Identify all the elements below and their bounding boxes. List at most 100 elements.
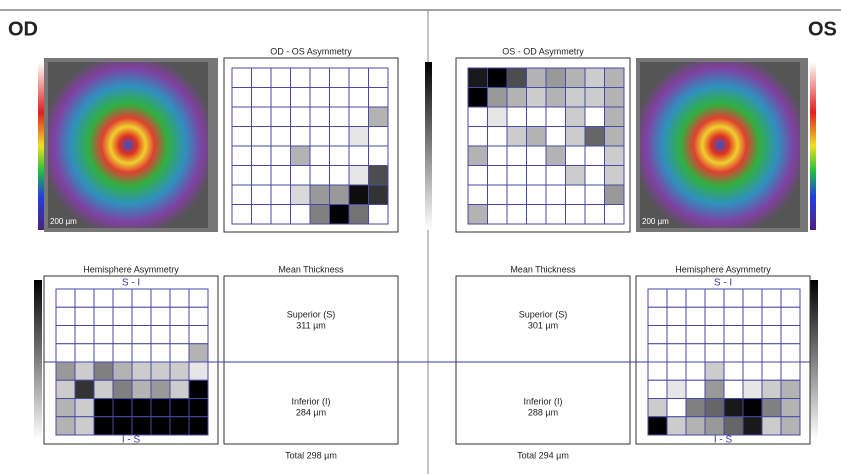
grid-cell [705,326,724,344]
grid-cell [252,127,272,147]
grid-cell [762,326,781,344]
grid-cell [566,205,586,225]
grid-cell [762,289,781,307]
grid-cell [189,289,208,307]
grid-cell [310,146,330,166]
grid-cell [151,289,170,307]
grid-cell [232,185,252,205]
grid-cell [310,107,330,127]
grid-cell [507,166,527,186]
grid-cell [468,107,488,127]
grid-cell [762,399,781,417]
grid-cell [330,88,350,108]
total: Total 294 µm [517,450,569,460]
grid-cell [705,380,724,398]
grid-cell [585,68,605,88]
grid-cell [170,417,189,435]
grid-cell [271,107,291,127]
scale-label: 200 µm [642,217,669,226]
grid-cell [310,205,330,225]
grid-cell [330,127,350,147]
grid-cell [56,344,75,362]
grid-cell [56,326,75,344]
grid-cell [781,380,800,398]
grid-cell [151,417,170,435]
grid-cell [527,68,547,88]
grid-cell [648,380,667,398]
grid-cell [232,205,252,225]
grid-cell [330,166,350,186]
grid-cell [488,68,508,88]
grid-cell [781,344,800,362]
grid-cell [310,185,330,205]
colorbar [810,280,818,440]
grid-cell [705,417,724,435]
grid-cell [151,380,170,398]
grid-cell [566,68,586,88]
grid-cell [546,68,566,88]
grid-cell [94,326,113,344]
label: Superior (S) [519,309,568,319]
grid-cell [648,417,667,435]
grid-cell [94,417,113,435]
grid-cell [271,205,291,225]
grid-cell [349,88,369,108]
grid-cell [310,88,330,108]
grid-cell [585,166,605,186]
grid-cell [527,107,547,127]
grid-cell [566,185,586,205]
grid-cell [113,362,132,380]
grid-cell [488,205,508,225]
grid-cell [546,88,566,108]
grid-cell [488,88,508,108]
grid-cell [151,362,170,380]
grid-cell [585,127,605,147]
grid-cell [605,166,625,186]
grid-cell [232,146,252,166]
grid-cell [132,362,151,380]
grid-cell [310,166,330,186]
grid-cell [743,289,762,307]
grid-cell [189,399,208,417]
value: 284 µm [296,407,326,417]
grid-cell [762,380,781,398]
grid-cell [291,146,311,166]
grid-cell [94,380,113,398]
grid-cell [546,146,566,166]
grid-cell [724,399,743,417]
grid-cell [330,185,350,205]
grid-cell [75,399,94,417]
grid-cell [56,289,75,307]
grid-cell [330,146,350,166]
grid-cell [232,68,252,88]
grid-cell [94,289,113,307]
grid-cell [94,344,113,362]
grid-cell [686,362,705,380]
panel-title: Mean Thickness [510,264,576,274]
grid-cell [468,88,488,108]
grid-cell [330,205,350,225]
grid-cell [488,146,508,166]
grid-cell [349,146,369,166]
grid-cell [271,127,291,147]
grid-cell [330,68,350,88]
grid-cell [705,307,724,325]
grid-cell [189,344,208,362]
grid-cell [56,380,75,398]
grid-cell [585,146,605,166]
grid-cell [271,88,291,108]
grid-cell [252,146,272,166]
grid-cell [686,399,705,417]
grid-cell [648,289,667,307]
grid-cell [648,326,667,344]
grid-cell [349,205,369,225]
label: Inferior (I) [291,396,330,406]
grid-cell [330,107,350,127]
grid-cell [369,68,389,88]
grid-cell [724,417,743,435]
grid-cell [369,185,389,205]
grid-cell [667,380,686,398]
grid-cell [252,185,272,205]
grid-cell [291,88,311,108]
grid-cell [743,307,762,325]
